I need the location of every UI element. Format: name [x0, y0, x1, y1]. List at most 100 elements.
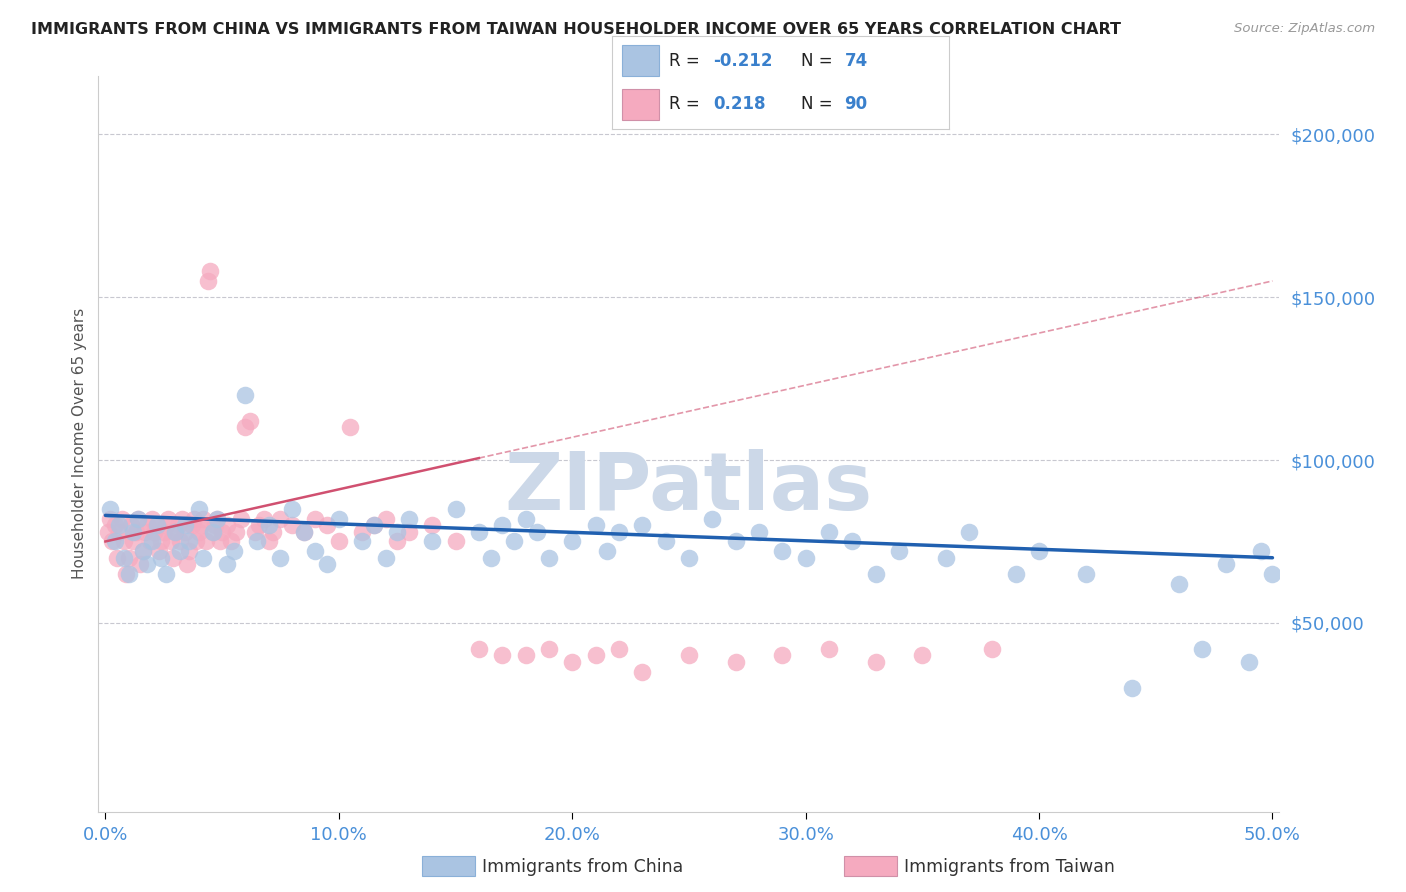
Point — [157, 511, 180, 525]
Point — [1250, 544, 1272, 558]
Point — [249, 518, 271, 533]
Point — [105, 550, 128, 565]
Point — [420, 518, 443, 533]
Point — [197, 274, 219, 288]
Point — [104, 518, 127, 533]
Point — [136, 518, 159, 533]
Point — [352, 534, 374, 549]
Point — [179, 534, 201, 549]
Point — [865, 567, 887, 582]
Point — [180, 518, 202, 533]
Point — [631, 518, 654, 533]
Point — [1191, 641, 1213, 656]
Point — [186, 534, 208, 549]
Point — [98, 502, 121, 516]
Point — [363, 518, 385, 533]
Point — [374, 550, 396, 565]
Point — [491, 648, 513, 663]
Point — [1074, 567, 1097, 582]
Text: 0.218: 0.218 — [713, 95, 765, 113]
Point — [385, 534, 408, 549]
Point — [352, 524, 374, 539]
Point — [201, 524, 224, 539]
Point — [316, 558, 339, 572]
Point — [281, 518, 304, 533]
Point — [179, 544, 201, 558]
Point — [162, 550, 184, 565]
Point — [143, 524, 166, 539]
Point — [112, 534, 135, 549]
Point — [221, 534, 243, 549]
Point — [724, 655, 747, 669]
Point — [935, 550, 957, 565]
Point — [702, 511, 724, 525]
Point — [169, 534, 191, 549]
Point — [444, 502, 467, 516]
Point — [491, 518, 513, 533]
Point — [172, 511, 194, 525]
Point — [1028, 544, 1050, 558]
Point — [235, 420, 257, 434]
Point — [328, 511, 350, 525]
Point — [398, 511, 420, 525]
Point — [101, 534, 124, 549]
Bar — [621, 45, 659, 76]
Point — [222, 544, 245, 558]
Point — [537, 641, 560, 656]
Point — [561, 534, 583, 549]
Point — [139, 534, 162, 549]
Point — [98, 511, 121, 525]
Point — [257, 518, 280, 533]
Point — [165, 524, 187, 539]
Text: N =: N = — [800, 52, 838, 70]
Point — [132, 544, 155, 558]
Point — [169, 544, 191, 558]
Point — [1215, 558, 1237, 572]
Point — [561, 655, 583, 669]
Point — [201, 524, 224, 539]
Point — [770, 648, 793, 663]
Point — [257, 534, 280, 549]
Point — [911, 648, 934, 663]
Point — [190, 518, 212, 533]
Text: -0.212: -0.212 — [713, 52, 772, 70]
Point — [132, 544, 155, 558]
Point — [136, 558, 159, 572]
Point — [155, 567, 177, 582]
Point — [596, 544, 619, 558]
Point — [748, 524, 770, 539]
Point — [246, 534, 269, 549]
Point — [537, 550, 560, 565]
Point — [104, 534, 127, 549]
Point — [200, 264, 222, 278]
Point — [253, 511, 276, 525]
Point — [770, 544, 793, 558]
Point — [957, 524, 980, 539]
Point — [211, 524, 233, 539]
Point — [152, 524, 174, 539]
Point — [204, 518, 226, 533]
Point — [129, 558, 152, 572]
Point — [818, 641, 841, 656]
Point — [794, 550, 817, 565]
Point — [479, 550, 502, 565]
Point — [515, 511, 537, 525]
Point — [374, 511, 396, 525]
Text: Source: ZipAtlas.com: Source: ZipAtlas.com — [1234, 22, 1375, 36]
Point — [165, 524, 187, 539]
Text: R =: R = — [669, 52, 704, 70]
Point — [444, 534, 467, 549]
Point — [281, 502, 304, 516]
Point — [304, 511, 326, 525]
Point — [159, 534, 181, 549]
Point — [585, 518, 607, 533]
Point — [502, 534, 524, 549]
Text: IMMIGRANTS FROM CHINA VS IMMIGRANTS FROM TAIWAN HOUSEHOLDER INCOME OVER 65 YEARS: IMMIGRANTS FROM CHINA VS IMMIGRANTS FROM… — [31, 22, 1121, 37]
Point — [1168, 576, 1191, 591]
Point — [187, 524, 209, 539]
Point — [631, 665, 654, 679]
Point — [118, 567, 141, 582]
Point — [141, 511, 163, 525]
Point — [678, 648, 700, 663]
Point — [118, 550, 141, 565]
